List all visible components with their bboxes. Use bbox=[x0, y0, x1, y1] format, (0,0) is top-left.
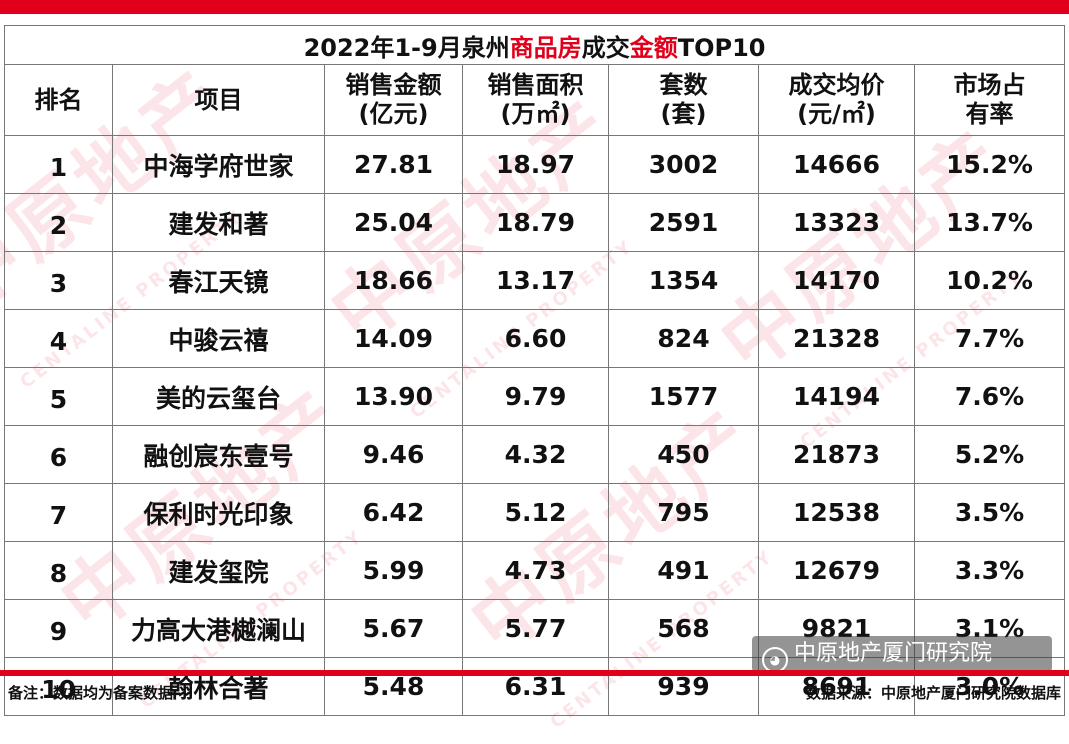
header-project: 项目 bbox=[112, 64, 325, 136]
cell-rank: 8 bbox=[4, 541, 113, 600]
cell-share: 3.3% bbox=[913, 541, 1066, 600]
cell-area: 6.60 bbox=[462, 309, 609, 368]
header-units: 套数 (套) bbox=[608, 64, 759, 136]
cell-share: 5.2% bbox=[913, 425, 1066, 484]
cell-price: 14194 bbox=[758, 367, 915, 426]
cell-project: 中骏云禧 bbox=[112, 309, 325, 368]
top-accent-bar bbox=[0, 0, 1069, 14]
cell-area: 13.17 bbox=[462, 251, 609, 310]
cell-price: 12538 bbox=[758, 483, 915, 542]
cell-rank: 2 bbox=[4, 193, 113, 252]
cell-rank: 5 bbox=[4, 367, 113, 426]
cell-project: 融创宸东壹号 bbox=[112, 425, 325, 484]
cell-price: 21873 bbox=[758, 425, 915, 484]
cell-rank: 6 bbox=[4, 425, 113, 484]
table-row: 8 建发玺院 5.99 4.73 491 12679 3.3% bbox=[4, 541, 1066, 600]
cell-share: 15.2% bbox=[913, 135, 1066, 194]
cell-area: 4.32 bbox=[462, 425, 609, 484]
cell-project: 中海学府世家 bbox=[112, 135, 325, 194]
header-price: 成交均价 (元/㎡) bbox=[758, 64, 915, 136]
cell-amount: 13.90 bbox=[324, 367, 463, 426]
cell-share: 7.7% bbox=[913, 309, 1066, 368]
table-row: 4 中骏云禧 14.09 6.60 824 21328 7.7% bbox=[4, 309, 1066, 368]
cell-units: 568 bbox=[608, 599, 759, 658]
cell-price: 13323 bbox=[758, 193, 915, 252]
cell-project: 美的云玺台 bbox=[112, 367, 325, 426]
wechat-badge-label: 中原地产厦门研究院 bbox=[794, 641, 993, 666]
cell-share: 3.5% bbox=[913, 483, 1066, 542]
header-area: 销售面积 (万㎡) bbox=[462, 64, 609, 136]
cell-project: 建发玺院 bbox=[112, 541, 325, 600]
cell-share: 7.6% bbox=[913, 367, 1066, 426]
cell-area: 18.79 bbox=[462, 193, 609, 252]
table-row: 2 建发和著 25.04 18.79 2591 13323 13.7% bbox=[4, 193, 1066, 252]
top10-table: 2022年1-9月泉州商品房成交金额TOP10 排名 项目 销售金额 (亿元) 销… bbox=[3, 25, 1066, 716]
cell-rank: 3 bbox=[4, 251, 113, 310]
cell-amount: 25.04 bbox=[324, 193, 463, 252]
cell-price: 14170 bbox=[758, 251, 915, 310]
cell-area: 4.73 bbox=[462, 541, 609, 600]
table-row: 3 春江天镜 18.66 13.17 1354 14170 10.2% bbox=[4, 251, 1066, 310]
cell-price: 12679 bbox=[758, 541, 915, 600]
cell-area: 5.77 bbox=[462, 599, 609, 658]
cell-area: 18.97 bbox=[462, 135, 609, 194]
cell-amount: 18.66 bbox=[324, 251, 463, 310]
cell-units: 824 bbox=[608, 309, 759, 368]
cell-rank: 9 bbox=[4, 599, 113, 658]
table-row: 5 美的云玺台 13.90 9.79 1577 14194 7.6% bbox=[4, 367, 1066, 426]
footer: 备注：数据均为备案数据 数据来源：中原地产厦门研究院数据库 bbox=[0, 682, 1069, 702]
cell-amount: 9.46 bbox=[324, 425, 463, 484]
cell-amount: 5.99 bbox=[324, 541, 463, 600]
cell-units: 795 bbox=[608, 483, 759, 542]
footer-source: 数据来源：中原地产厦门研究院数据库 bbox=[805, 684, 1061, 702]
cell-price: 21328 bbox=[758, 309, 915, 368]
cell-project: 保利时光印象 bbox=[112, 483, 325, 542]
cell-units: 3002 bbox=[608, 135, 759, 194]
bottom-accent-bar bbox=[0, 670, 1069, 676]
cell-units: 1577 bbox=[608, 367, 759, 426]
cell-amount: 6.42 bbox=[324, 483, 463, 542]
cell-units: 450 bbox=[608, 425, 759, 484]
cell-project: 力高大港樾澜山 bbox=[112, 599, 325, 658]
cell-project: 春江天镜 bbox=[112, 251, 325, 310]
cell-amount: 14.09 bbox=[324, 309, 463, 368]
wechat-badge: ◕ 中原地产厦门研究院 bbox=[752, 636, 1052, 673]
cell-area: 9.79 bbox=[462, 367, 609, 426]
cell-rank: 7 bbox=[4, 483, 113, 542]
table-row: 6 融创宸东壹号 9.46 4.32 450 21873 5.2% bbox=[4, 425, 1066, 484]
cell-units: 2591 bbox=[608, 193, 759, 252]
cell-units: 491 bbox=[608, 541, 759, 600]
header-row: 排名 项目 销售金额 (亿元) 销售面积 (万㎡) 套数 (套) 成交均价 (元/㎡) … bbox=[4, 64, 1066, 136]
cell-rank: 1 bbox=[4, 135, 113, 194]
table-title: 2022年1-9月泉州商品房成交金额TOP10 bbox=[3, 25, 1066, 65]
cell-project: 建发和著 bbox=[112, 193, 325, 252]
cell-share: 10.2% bbox=[913, 251, 1066, 310]
cell-amount: 5.67 bbox=[324, 599, 463, 658]
cell-rank: 4 bbox=[4, 309, 113, 368]
table-row: 7 保利时光印象 6.42 5.12 795 12538 3.5% bbox=[4, 483, 1066, 542]
cell-price: 14666 bbox=[758, 135, 915, 194]
cell-share: 13.7% bbox=[913, 193, 1066, 252]
cell-amount: 27.81 bbox=[324, 135, 463, 194]
cell-area: 5.12 bbox=[462, 483, 609, 542]
header-share: 市场占 有率 bbox=[913, 64, 1066, 136]
header-rank: 排名 bbox=[4, 64, 113, 136]
cell-units: 1354 bbox=[608, 251, 759, 310]
footer-note: 备注：数据均为备案数据 bbox=[8, 684, 174, 702]
header-amount: 销售金额 (亿元) bbox=[324, 64, 463, 136]
table-row: 1 中海学府世家 27.81 18.97 3002 14666 15.2% bbox=[4, 135, 1066, 194]
